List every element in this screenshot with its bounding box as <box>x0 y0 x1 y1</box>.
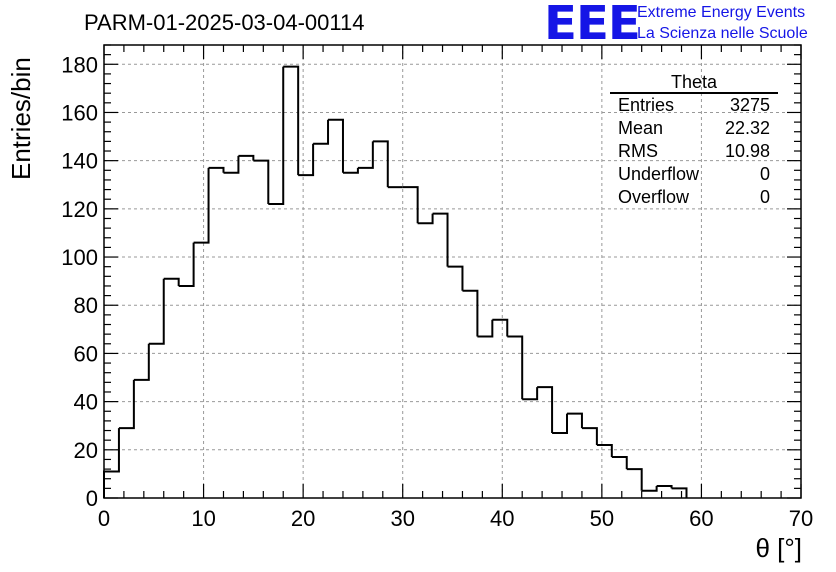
stats-row-overflow: Overflow 0 <box>610 186 778 209</box>
x-tick-label: 0 <box>98 506 110 531</box>
histogram-bins <box>103 65 688 498</box>
stats-value: 0 <box>759 164 770 184</box>
x-tick-label: 20 <box>291 506 315 531</box>
stats-row-rms: RMS 10.98 <box>610 140 778 163</box>
x-tick-label: 40 <box>490 506 514 531</box>
histogram-bin <box>103 428 120 498</box>
chart-title: PARM-01-2025-03-04-00114 <box>84 10 365 35</box>
y-tick-label: 100 <box>61 245 98 270</box>
histogram-bin <box>148 278 165 345</box>
y-axis-label: Entries/bin <box>6 57 36 180</box>
eee-logo: EEE <box>544 0 641 50</box>
x-tick-label: 70 <box>789 506 813 531</box>
histogram-bin <box>567 412 583 429</box>
histogram-bin <box>163 277 180 286</box>
histogram-bin <box>357 141 374 169</box>
x-tick-label: 10 <box>191 506 215 531</box>
tick-labels: 0 10 20 30 40 50 60 70 0 20 40 60 80 100 120 140 160 180 <box>61 52 813 531</box>
histogram-bin <box>417 213 434 225</box>
y-tick-label: 180 <box>61 52 98 77</box>
stats-row-mean: Mean 22.32 <box>610 117 778 140</box>
plot-frame <box>103 44 802 499</box>
y-tick-label: 80 <box>74 293 98 318</box>
stats-label: RMS <box>618 141 658 161</box>
histogram-bin <box>238 154 255 161</box>
histogram-bin <box>118 379 135 430</box>
y-tick-label: 0 <box>86 486 98 511</box>
histogram-bin <box>208 166 225 173</box>
stats-value: 3275 <box>729 95 770 115</box>
logo-line-2: La Scienza nelle Scuole <box>637 25 808 42</box>
eee-logo-text: Extreme Energy Events La Scienza nelle S… <box>637 2 808 44</box>
histogram-bin <box>641 485 658 492</box>
histogram-bin <box>537 386 554 433</box>
histogram-bin <box>178 242 195 287</box>
histogram-bin <box>671 487 688 498</box>
histogram-bin <box>656 484 673 489</box>
axes <box>103 44 802 499</box>
y-tick-label: 160 <box>61 100 98 125</box>
histogram-bin <box>581 427 598 445</box>
histogram-bin <box>432 212 449 267</box>
y-tick-label: 120 <box>61 197 98 222</box>
grid-lines <box>104 45 801 498</box>
histogram-bin <box>253 159 270 205</box>
y-tick-label: 140 <box>61 149 98 174</box>
histogram-bin <box>552 413 569 434</box>
x-tick-label: 60 <box>689 506 713 531</box>
histogram-bin <box>492 318 509 337</box>
y-tick-label: 20 <box>74 438 98 463</box>
histogram-bin <box>611 456 628 470</box>
histogram-bin <box>447 265 464 291</box>
stats-row-entries: Entries 3275 <box>610 94 778 117</box>
histogram-bin <box>133 343 150 381</box>
y-tick-label: 40 <box>74 390 98 415</box>
histogram-bin <box>462 289 479 337</box>
histogram-bin <box>522 387 539 401</box>
histogram-bin <box>223 155 240 174</box>
x-tick-label: 50 <box>590 506 614 531</box>
stats-value: 10.98 <box>724 141 770 161</box>
histogram-bin <box>626 468 643 491</box>
logo-line-1: Extreme Energy Events <box>637 4 806 21</box>
histogram-bin <box>193 167 210 244</box>
histogram-bin <box>507 335 524 400</box>
histogram-bin <box>298 143 315 177</box>
stats-row-underflow: Underflow 0 <box>610 163 778 186</box>
histogram-bin <box>342 167 359 174</box>
stats-label: Mean <box>618 118 664 138</box>
stats-value: 0 <box>759 187 770 207</box>
tick-marks <box>103 44 802 499</box>
stats-title: Theta <box>610 72 778 94</box>
stats-box: Theta Entries 3275 Mean 22.32 RMS 10.98 … <box>610 72 778 209</box>
histogram-bin <box>477 319 494 338</box>
histogram-bin <box>268 66 285 206</box>
stats-value: 22.32 <box>724 118 770 138</box>
histogram-bin <box>283 65 300 176</box>
histogram-bin <box>596 443 613 458</box>
stats-label: Overflow <box>618 187 690 207</box>
stats-label: Entries <box>618 95 675 115</box>
histogram-bin <box>313 119 330 145</box>
histogram-bin <box>372 140 389 188</box>
stats-label: Underflow <box>618 164 700 184</box>
x-tick-label: 30 <box>390 506 414 531</box>
histogram-bin <box>328 118 344 173</box>
histogram-bin <box>402 186 419 224</box>
y-tick-label: 60 <box>74 341 98 366</box>
x-axis-label: θ [°] <box>755 533 802 563</box>
